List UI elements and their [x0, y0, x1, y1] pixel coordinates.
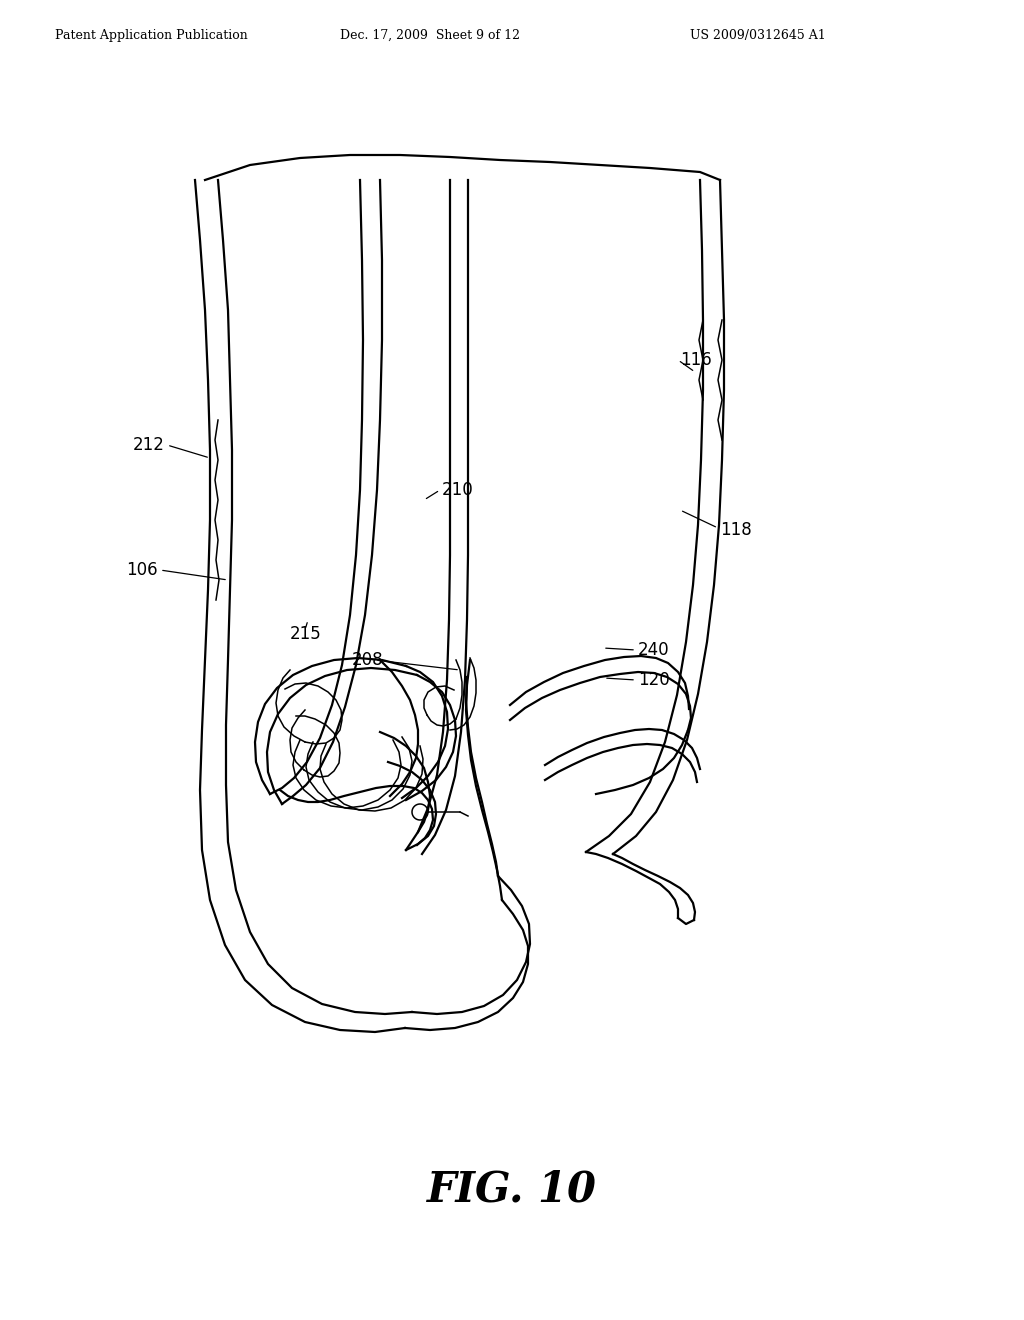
- Text: 118: 118: [720, 521, 752, 539]
- Text: 212: 212: [133, 436, 165, 454]
- Text: 240: 240: [638, 642, 670, 659]
- Text: 116: 116: [680, 351, 712, 370]
- Text: 106: 106: [126, 561, 158, 579]
- Text: Patent Application Publication: Patent Application Publication: [55, 29, 248, 41]
- Text: FIG. 10: FIG. 10: [427, 1170, 597, 1210]
- Text: Dec. 17, 2009  Sheet 9 of 12: Dec. 17, 2009 Sheet 9 of 12: [340, 29, 520, 41]
- Text: 210: 210: [442, 480, 474, 499]
- Text: US 2009/0312645 A1: US 2009/0312645 A1: [690, 29, 825, 41]
- Text: 208: 208: [352, 651, 384, 669]
- Text: 120: 120: [638, 671, 670, 689]
- Text: 215: 215: [290, 624, 322, 643]
